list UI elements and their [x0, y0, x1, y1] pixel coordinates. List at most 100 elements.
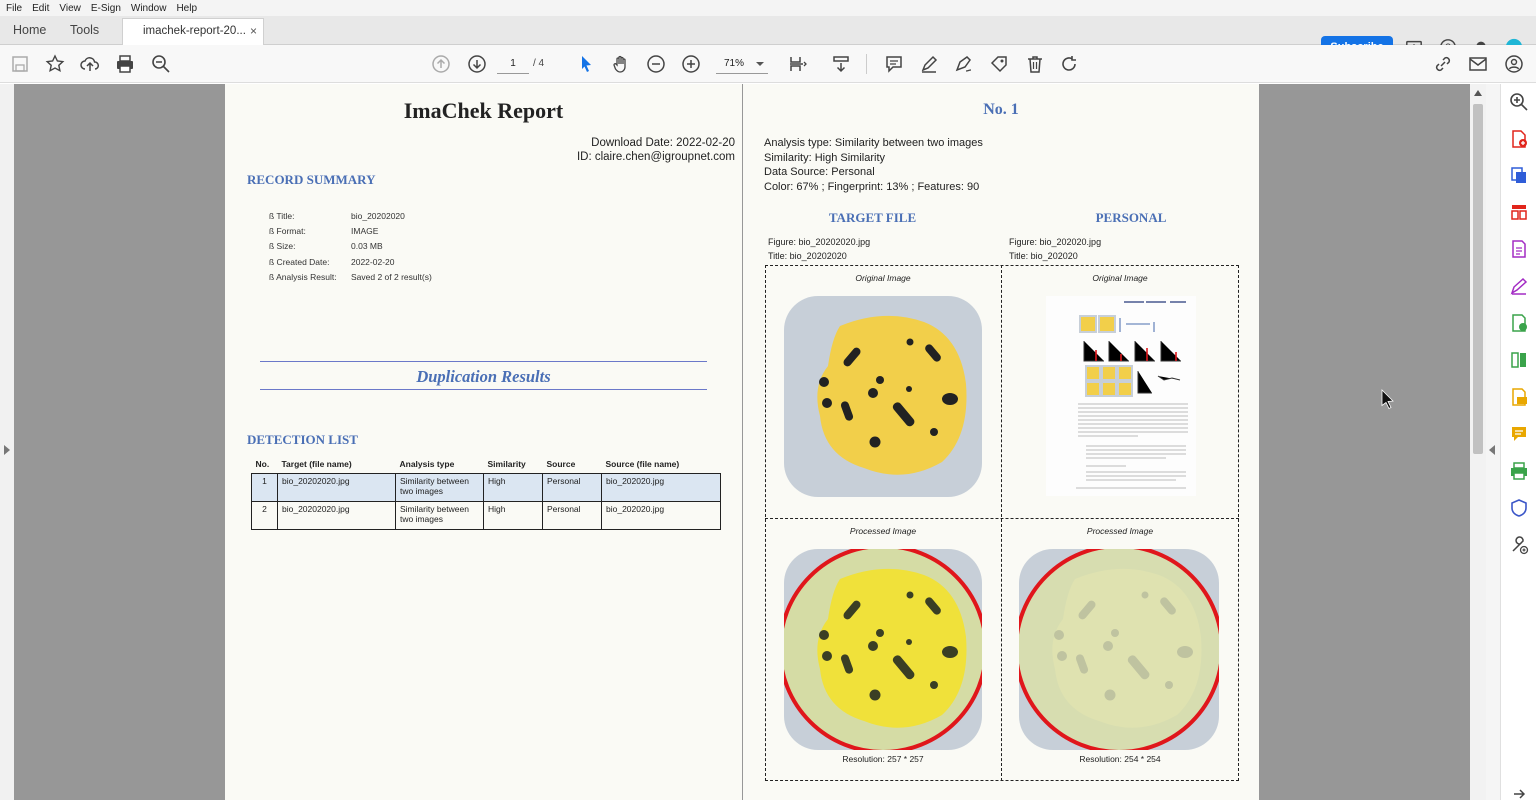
tab-bar: Home Tools imachek-report-20... × Subscr…: [0, 16, 1536, 58]
result-summary: Analysis type: Similarity between two im…: [764, 136, 983, 195]
scan-ocr-icon[interactable]: [1509, 387, 1529, 407]
share-user-icon[interactable]: [1504, 54, 1524, 74]
menu-esign[interactable]: E-Sign: [90, 2, 121, 14]
more-tools-icon[interactable]: [1509, 535, 1529, 555]
menu-window[interactable]: Window: [130, 2, 167, 14]
divider-top: [260, 361, 707, 362]
comment-icon[interactable]: [884, 54, 904, 74]
target-original-image[interactable]: [784, 296, 982, 497]
compare-files-icon[interactable]: [1509, 350, 1529, 370]
table-row[interactable]: 2 bio_20202020.jpg Similarity between tw…: [251, 501, 721, 530]
target-title: Title: bio_20202020: [768, 251, 847, 261]
tab-tools[interactable]: Tools: [70, 23, 100, 37]
vertical-scrollbar[interactable]: [1470, 84, 1486, 800]
mouse-cursor-icon: [1381, 389, 1394, 409]
comment-tool-icon[interactable]: [1509, 424, 1529, 444]
tab-home[interactable]: Home: [13, 23, 47, 37]
page-number-input[interactable]: 1: [497, 54, 529, 74]
highlight-pen-icon[interactable]: [919, 54, 939, 74]
menu-edit[interactable]: Edit: [32, 2, 50, 14]
toolbar-separator: [866, 54, 867, 74]
email-icon[interactable]: [1468, 54, 1488, 74]
create-pdf-icon[interactable]: [1509, 129, 1529, 149]
edit-pdf-icon[interactable]: [1509, 239, 1529, 259]
link-edit-icon[interactable]: [1433, 54, 1453, 74]
tab-document[interactable]: imachek-report-20... ×: [122, 18, 264, 45]
organize-pages-icon[interactable]: [1509, 202, 1529, 222]
scroll-mode-icon[interactable]: [831, 54, 851, 74]
personal-heading: PERSONAL: [1095, 210, 1167, 225]
rotate-icon[interactable]: [1059, 54, 1079, 74]
zoom-in-icon[interactable]: [681, 54, 701, 74]
data-source: Data Source: Personal: [764, 166, 875, 179]
target-processed-image[interactable]: [784, 549, 982, 750]
page-total: / 4: [533, 58, 545, 69]
result-number-heading: No. 1: [983, 101, 1019, 118]
tab-document-label: imachek-report-20...: [143, 25, 246, 37]
report-page-2: No. 1 Analysis type: Similarity between …: [743, 84, 1259, 800]
personal-original-caption: Original Image: [1092, 273, 1148, 283]
target-figure: Figure: bio_20202020.jpg: [768, 237, 871, 247]
analysis-type: Analysis type: Similarity between two im…: [764, 137, 983, 149]
table-header-row: No. Target (file name) Analysis type Sim…: [251, 455, 721, 474]
personal-title: Title: bio_202020: [1009, 251, 1078, 261]
select-cursor-icon[interactable]: [576, 54, 596, 74]
print-production-icon[interactable]: [1509, 461, 1529, 481]
personal-resolution: Resolution: 254 * 254: [1079, 754, 1161, 764]
detection-list-heading: DETECTION LIST: [247, 432, 358, 447]
menu-help[interactable]: Help: [176, 2, 198, 14]
personal-processed-image[interactable]: [1019, 549, 1219, 750]
match-scores: Color: 67% ; Fingerprint: 13% ; Features…: [764, 181, 980, 194]
target-file-heading: TARGET FILE: [828, 210, 917, 225]
fill-sign-icon[interactable]: [989, 54, 1009, 74]
menu-file[interactable]: File: [6, 2, 23, 14]
zoom-search-icon[interactable]: [151, 54, 171, 74]
col-analysis-type: Analysis type: [395, 455, 484, 474]
similarity-level: Similarity: High Similarity: [764, 151, 886, 164]
divider-bottom: [260, 389, 707, 390]
menu-view[interactable]: View: [59, 2, 81, 14]
report-page-1: ImaChek Report Download Date: 2022-02-20…: [225, 84, 742, 800]
hand-tool-icon[interactable]: [611, 54, 631, 74]
target-resolution: Resolution: 257 * 257: [842, 754, 924, 764]
document-viewer[interactable]: ImaChek Report Download Date: 2022-02-20…: [14, 84, 1470, 800]
personal-figure: Figure: bio_202020.jpg: [1009, 237, 1102, 247]
col-source-file: Source (file name): [601, 455, 721, 474]
col-similarity: Similarity: [483, 455, 543, 474]
protect-shield-icon[interactable]: [1509, 498, 1529, 518]
grid-horizontal-divider: [765, 518, 1239, 519]
zoom-pane-icon[interactable]: [1509, 92, 1529, 112]
request-signature-icon[interactable]: [1509, 313, 1529, 333]
next-page-icon[interactable]: [467, 54, 487, 74]
export-pdf-icon[interactable]: [1509, 165, 1529, 185]
download-date: Download Date: 2022-02-20: [591, 137, 735, 149]
page-display-icon[interactable]: [788, 54, 808, 74]
table-row[interactable]: 1 bio_20202020.jpg Similarity between tw…: [251, 473, 721, 502]
fill-and-sign-icon[interactable]: [1509, 276, 1529, 296]
left-panel-toggle[interactable]: [0, 84, 14, 800]
report-title: ImaChek Report: [403, 98, 564, 123]
draw-signature-icon[interactable]: [954, 54, 974, 74]
scroll-up-icon[interactable]: [1474, 90, 1482, 96]
grid-vertical-divider: [1001, 265, 1002, 781]
print-icon[interactable]: [115, 54, 135, 74]
image-comparison-grid: [765, 265, 1239, 781]
previous-page-icon[interactable]: [431, 54, 451, 74]
collapse-pane-icon[interactable]: [1509, 784, 1529, 804]
personal-processed-caption: Processed Image: [1086, 526, 1154, 536]
delete-trash-icon[interactable]: [1025, 54, 1045, 74]
target-original-caption: Original Image: [855, 273, 911, 283]
scrollbar-thumb[interactable]: [1473, 104, 1483, 454]
zoom-out-icon[interactable]: [646, 54, 666, 74]
right-panel-toggle[interactable]: [1486, 84, 1500, 800]
bookmark-star-icon[interactable]: [45, 54, 65, 74]
record-summary-heading: RECORD SUMMARY: [247, 172, 376, 187]
target-processed-caption: Processed Image: [849, 526, 917, 536]
zoom-level-select[interactable]: 71%: [716, 54, 768, 74]
close-tab-icon[interactable]: ×: [250, 24, 258, 38]
personal-original-image[interactable]: [1046, 296, 1196, 496]
user-id: ID: claire.chen@igroupnet.com: [576, 151, 735, 163]
cloud-upload-icon[interactable]: [80, 54, 100, 74]
save-icon[interactable]: [10, 54, 30, 74]
toolbar: 1 / 4 71%: [0, 45, 1536, 83]
